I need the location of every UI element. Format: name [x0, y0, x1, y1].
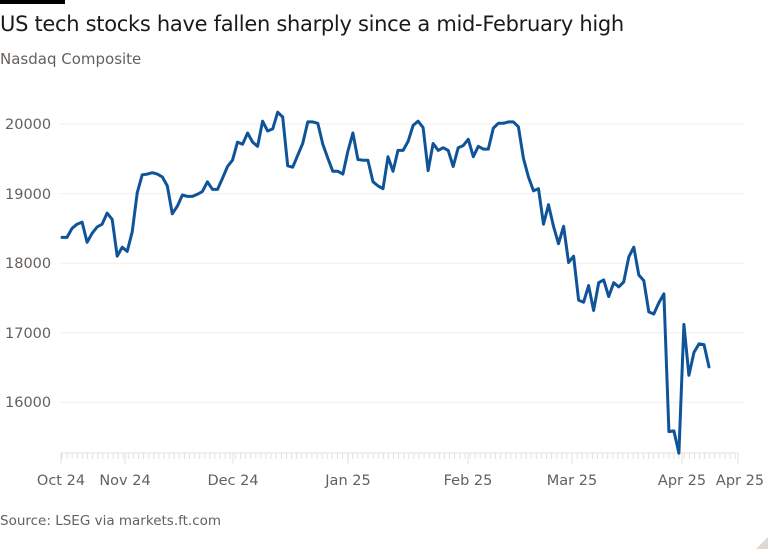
- x-axis: [60, 452, 739, 464]
- nasdaq-series-line: [60, 110, 711, 455]
- y-tick-label: 18000: [5, 256, 51, 272]
- brand-bar: [0, 0, 65, 4]
- y-axis-labels: 20000 19000 18000 17000 16000: [5, 117, 51, 411]
- x-tick-label: Nov 24: [99, 473, 150, 489]
- source-note: Source: LSEG via markets.ft.com: [0, 513, 222, 529]
- chart-subtitle: Nasdaq Composite: [0, 50, 142, 68]
- x-tick-label: Oct 24: [37, 473, 85, 489]
- y-tick-label: 20000: [5, 117, 51, 133]
- resize-handle[interactable]: [756, 537, 768, 549]
- x-axis-ticks: [60, 453, 739, 464]
- y-gridlines: [60, 123, 745, 403]
- x-tick-label: Apr 25: [658, 473, 706, 489]
- y-tick-label: 17000: [5, 326, 51, 342]
- x-tick-label: Feb 25: [444, 473, 493, 489]
- x-tick-label: Apr 25: [716, 473, 764, 489]
- x-tick-label: Dec 24: [207, 473, 258, 489]
- y-tick-label: 19000: [5, 187, 51, 203]
- y-tick-label: 16000: [5, 395, 51, 411]
- chart-title: US tech stocks have fallen sharply since…: [0, 12, 624, 36]
- x-axis-labels: Oct 24 Nov 24 Dec 24 Jan 25 Feb 25 Mar 2…: [37, 473, 764, 489]
- x-tick-label: Jan 25: [324, 473, 370, 489]
- x-tick-label: Mar 25: [547, 473, 597, 489]
